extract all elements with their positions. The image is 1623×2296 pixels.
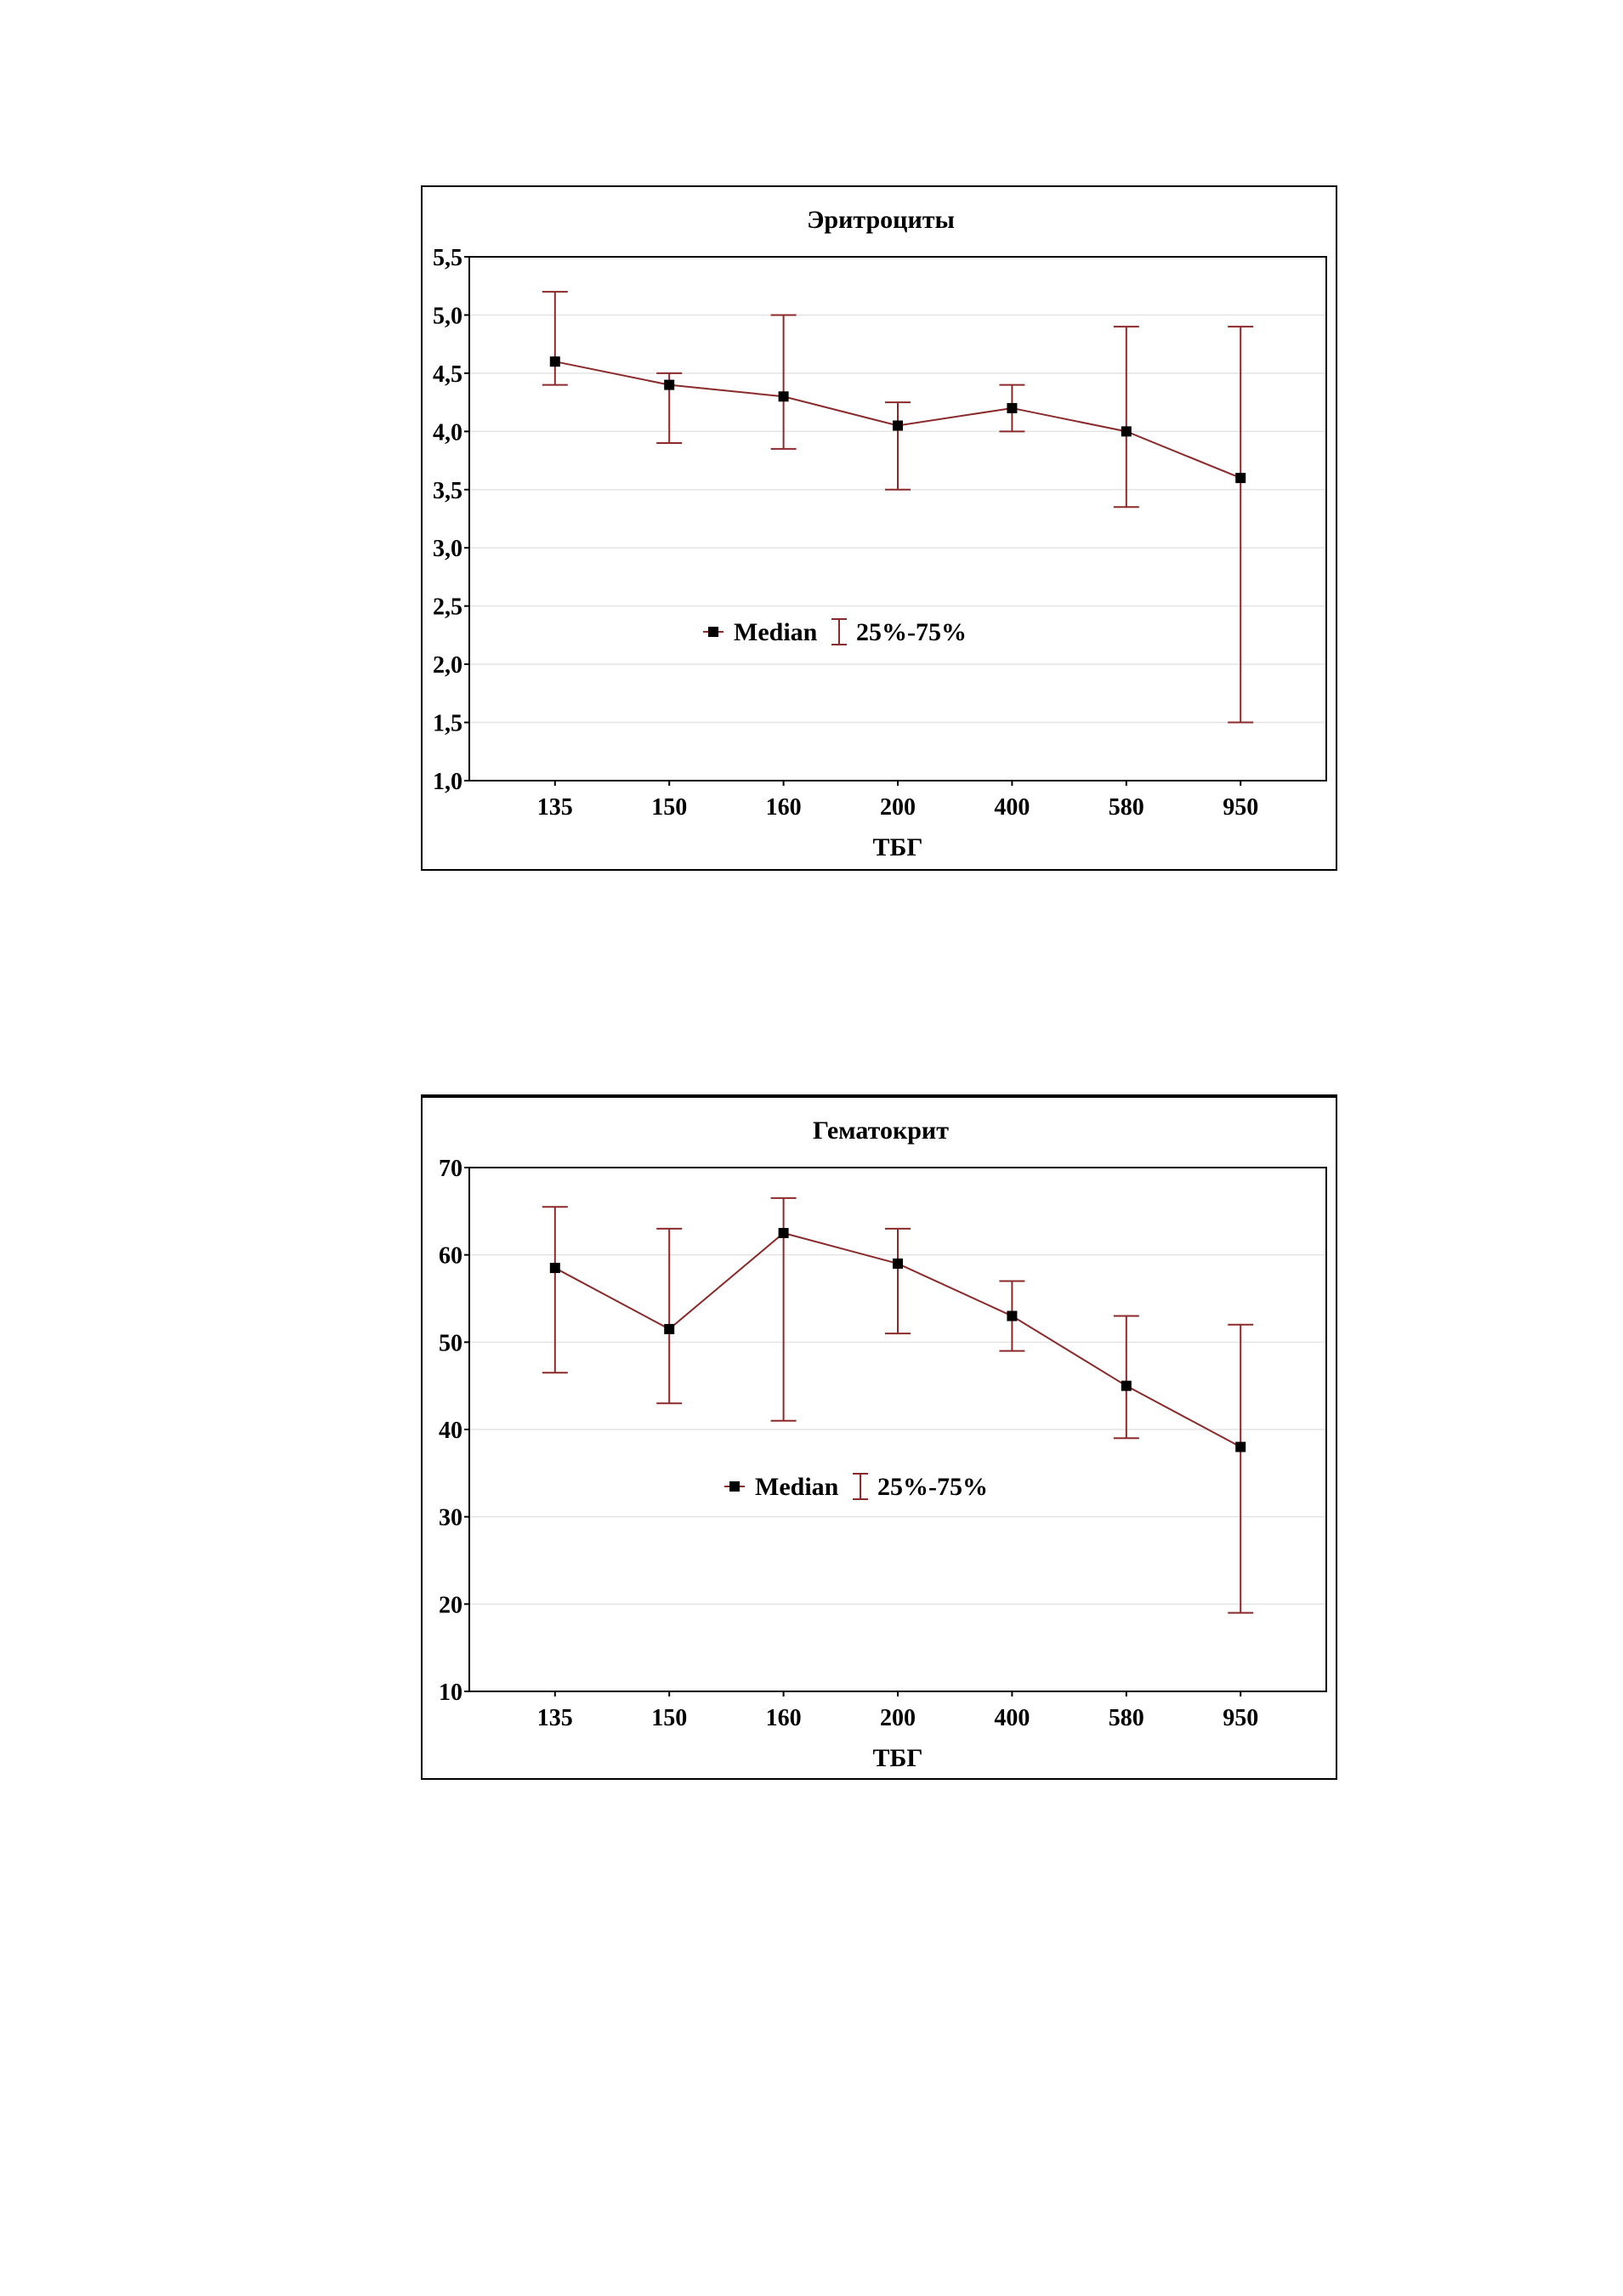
median-point <box>1007 402 1018 413</box>
median-point <box>778 391 789 402</box>
y-tick-label: 2,0 <box>433 652 462 679</box>
chart-title: Гематокрит <box>813 1117 949 1145</box>
y-tick-label: 60 <box>439 1243 462 1270</box>
x-tick-label: 150 <box>651 1705 687 1731</box>
chart-hematocrit: Гематокрит 10 20 30 40 50 60 70 135 150 160 200 400 5… <box>421 1094 1337 1780</box>
chart-erythrocytes-svg: Эритроциты 1,0 1,5 2,0 2,5 3,0 3,5 4,0 4,5 5,0 5,5… <box>433 206 1327 861</box>
legend-median-label: Median <box>734 618 818 646</box>
x-tick-label: 135 <box>537 794 573 821</box>
y-tick-label: 70 <box>439 1156 462 1182</box>
y-tick-label: 20 <box>439 1592 462 1618</box>
y-tick-label: 1,0 <box>433 769 462 795</box>
y-tick-label: 4,5 <box>433 361 462 388</box>
median-point <box>1121 426 1132 437</box>
legend-median-marker <box>708 627 718 637</box>
median-point <box>893 1258 903 1269</box>
median-point <box>1121 1380 1132 1391</box>
y-tick-label: 3,0 <box>433 536 462 562</box>
x-tick-label: 950 <box>1223 794 1258 821</box>
x-tick-label: 160 <box>766 794 802 821</box>
legend-median-marker <box>729 1481 740 1492</box>
x-axis-label: ТБГ <box>873 1744 923 1772</box>
x-tick-label: 580 <box>1109 794 1144 821</box>
legend-range-label: 25%-75% <box>856 618 967 646</box>
median-point <box>1235 473 1246 484</box>
chart-title: Эритроциты <box>807 206 955 234</box>
x-tick-label: 400 <box>994 794 1030 821</box>
y-tick-label: 3,5 <box>433 478 462 504</box>
legend-range-label: 25%-75% <box>877 1473 988 1501</box>
chart-hematocrit-svg: Гематокрит 10 20 30 40 50 60 70 135 150 160 200 400 5… <box>439 1117 1327 1772</box>
median-point <box>664 379 675 390</box>
plot-area <box>468 256 1327 781</box>
median-point <box>893 420 903 431</box>
x-tick-label: 150 <box>651 794 687 821</box>
y-tick-label: 1,5 <box>433 711 462 737</box>
x-tick-label: 160 <box>766 1705 802 1731</box>
median-point <box>664 1323 675 1334</box>
chart-erythrocytes: Эритроциты 1,0 1,5 2,0 2,5 3,0 3,5 4,0 4,5 5,0 5,5… <box>421 185 1337 871</box>
y-tick-label: 30 <box>439 1505 462 1532</box>
legend-median-label: Median <box>755 1473 839 1501</box>
x-tick-label: 400 <box>994 1705 1030 1731</box>
x-tick-label: 950 <box>1223 1705 1258 1731</box>
median-point <box>549 1263 560 1274</box>
y-tick-label: 40 <box>439 1418 462 1444</box>
y-tick-label: 5,5 <box>433 245 462 271</box>
median-point <box>1007 1310 1018 1321</box>
x-tick-label: 200 <box>880 794 916 821</box>
y-tick-label: 4,0 <box>433 419 462 446</box>
x-axis-label: ТБГ <box>873 833 923 861</box>
x-tick-label: 580 <box>1109 1705 1144 1731</box>
y-tick-label: 50 <box>439 1330 462 1356</box>
y-tick-label: 2,5 <box>433 594 462 621</box>
median-point <box>1235 1441 1246 1452</box>
median-point <box>549 356 560 367</box>
median-point <box>778 1228 789 1238</box>
y-tick-label: 10 <box>439 1679 462 1706</box>
x-tick-label: 135 <box>537 1705 573 1731</box>
x-tick-label: 200 <box>880 1705 916 1731</box>
y-tick-label: 5,0 <box>433 303 462 329</box>
